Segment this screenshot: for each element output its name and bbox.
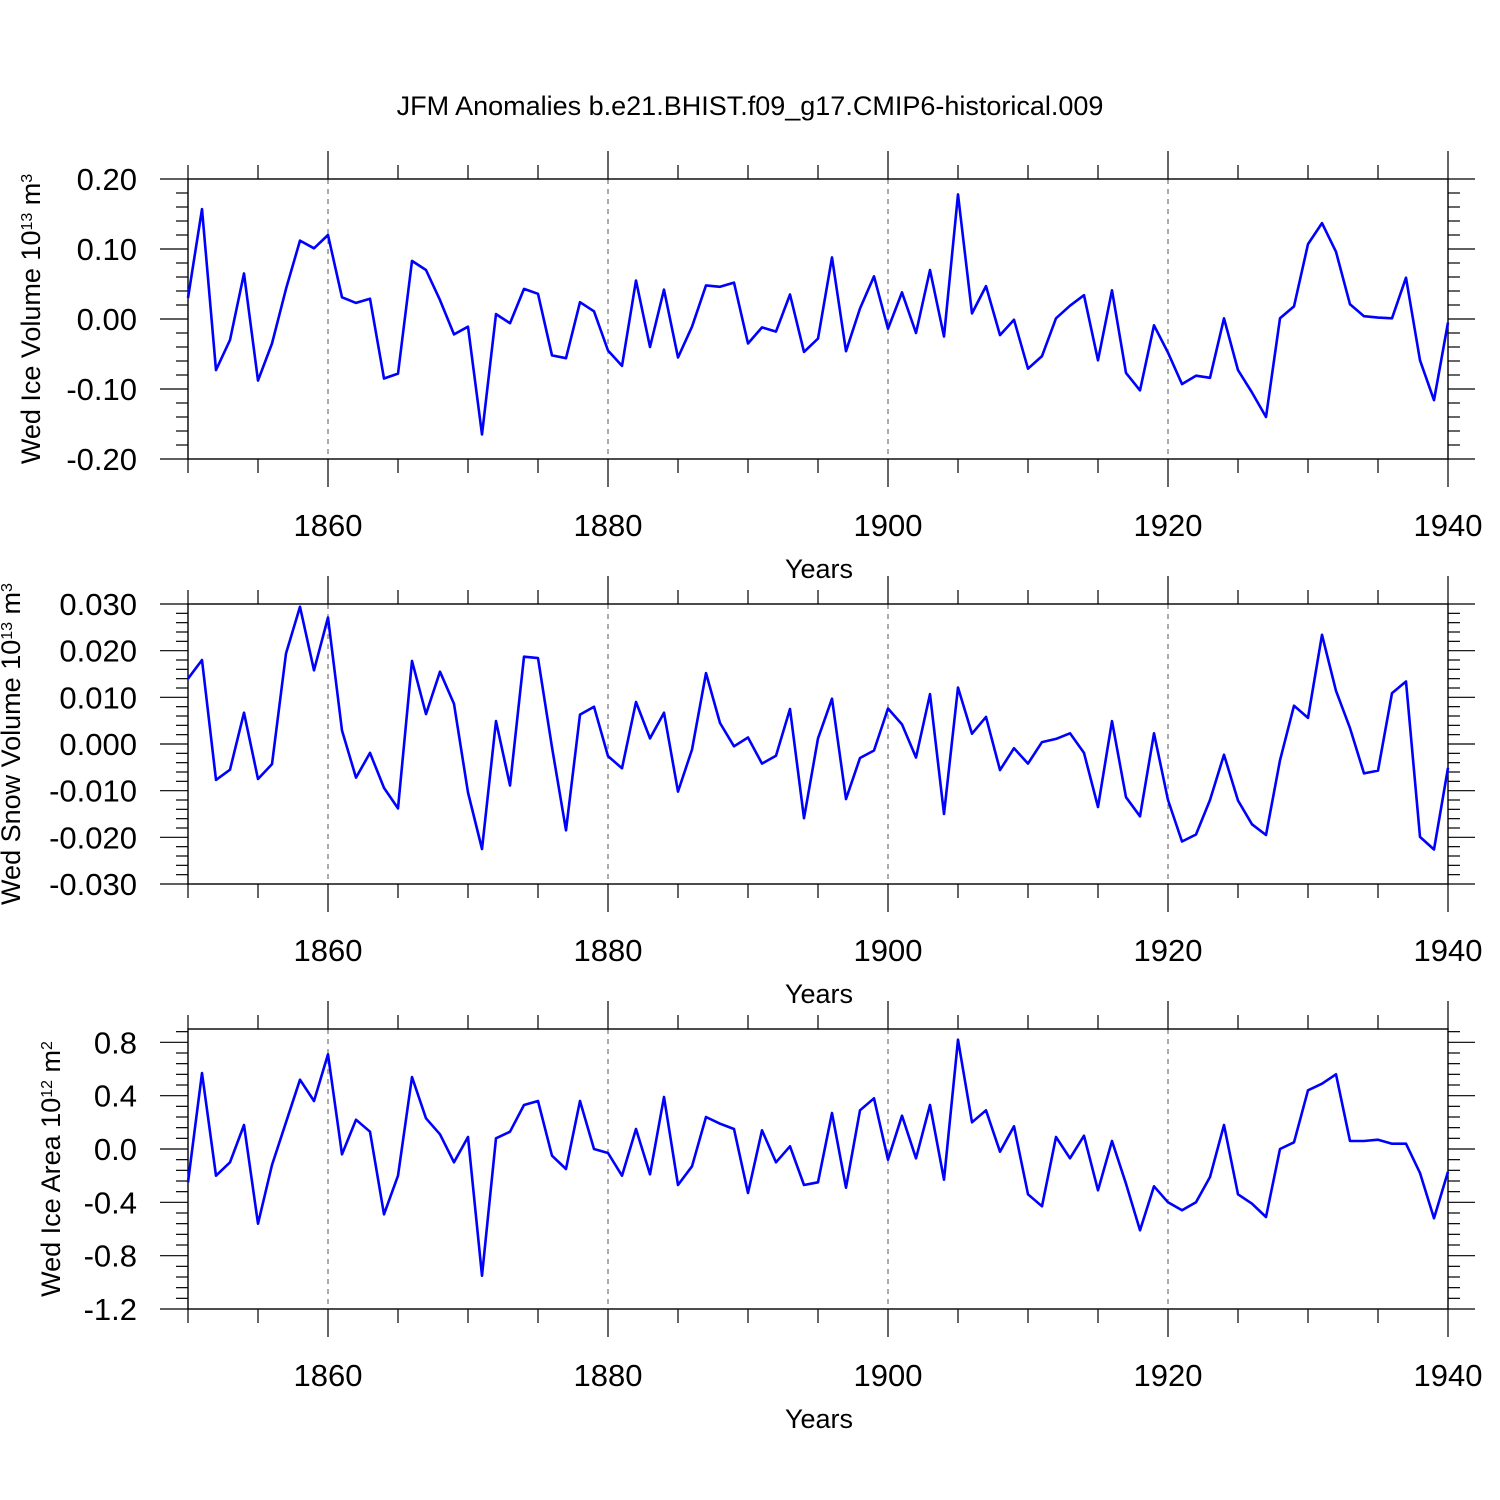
y-tick-label: -0.4 <box>84 1185 137 1220</box>
x-tick-label: 1940 <box>1414 508 1483 543</box>
y-tick-label: 0.00 <box>77 302 137 337</box>
y-tick-label: 0.4 <box>94 1079 137 1114</box>
y-axis-label-base: Wed Snow Volume 10 <box>0 640 26 905</box>
y-tick-label: -0.20 <box>66 442 137 477</box>
panel-snow-volume: -0.030 -0.020 -0.010 0.000 0.010 0.020 0.030 18… <box>0 576 1482 1009</box>
y-axis-label: Wed Ice Volume 1013 m3 <box>16 174 46 464</box>
x-tick-label: 1880 <box>574 1358 643 1393</box>
y-axis-label-base: Wed Ice Volume 10 <box>16 231 46 465</box>
y-axis-label-exp: 12 <box>39 1080 56 1098</box>
y-axis-label: Wed Snow Volume 1013 m3 <box>0 583 26 905</box>
panel-ice-volume: -0.20 -0.10 0.00 0.10 0.20 1860 1880 1900 1920 19… <box>16 151 1482 584</box>
y-tick-label: -0.10 <box>66 372 137 407</box>
x-tick-label: 1900 <box>854 1358 923 1393</box>
y-tick-label: -0.030 <box>49 867 137 902</box>
x-tick-label: 1920 <box>1134 1358 1203 1393</box>
y-tick-label: -1.2 <box>84 1292 137 1327</box>
x-tick-label: 1920 <box>1134 933 1203 968</box>
panel-ice-area: -1.2 -0.8 -0.4 0.0 0.4 0.8 1860 1880 1900 1920 194… <box>36 1001 1482 1434</box>
y-tick-label: 0.0 <box>94 1132 137 1167</box>
x-tick-label: 1920 <box>1134 508 1203 543</box>
y-axis-label-unit-exp: 3 <box>0 583 16 592</box>
figure-title: JFM Anomalies b.e21.BHIST.f09_g17.CMIP6-… <box>397 91 1104 121</box>
x-tick-label: 1860 <box>294 508 363 543</box>
y-axis-label-base: Wed Ice Area 10 <box>36 1098 66 1297</box>
y-axis-label-unit-exp: 3 <box>19 174 36 183</box>
x-tick-label: 1860 <box>294 1358 363 1393</box>
y-tick-label: 0.020 <box>59 634 137 669</box>
y-axis-label-unit: m <box>0 592 26 622</box>
y-axis-label-unit-exp: 2 <box>39 1041 56 1050</box>
x-tick-label: 1860 <box>294 933 363 968</box>
series-line <box>186 1038 1450 1277</box>
y-tick-label: -0.020 <box>49 820 137 855</box>
x-tick-label: 1880 <box>574 933 643 968</box>
x-tick-label: 1940 <box>1414 933 1483 968</box>
y-tick-label: 0.10 <box>77 232 137 267</box>
plot-frame <box>187 178 1449 460</box>
y-tick-label: 0.8 <box>94 1025 137 1060</box>
series-line <box>186 605 1450 851</box>
series-line <box>186 193 1450 436</box>
x-axis-label: Years <box>785 1404 853 1434</box>
y-axis-label: Wed Ice Area 1012 m2 <box>36 1041 66 1297</box>
y-axis-label-unit: m <box>16 183 46 213</box>
x-tick-label: 1900 <box>854 933 923 968</box>
y-axis-label-unit: m <box>36 1050 66 1080</box>
x-tick-label: 1880 <box>574 508 643 543</box>
x-axis-label: Years <box>785 979 853 1009</box>
y-axis-label-exp: 13 <box>0 622 16 640</box>
y-axis-label-exp: 13 <box>19 213 36 231</box>
x-tick-label: 1940 <box>1414 1358 1483 1393</box>
y-tick-label: 0.20 <box>77 162 137 197</box>
y-tick-label: 0.010 <box>59 680 137 715</box>
x-tick-label: 1900 <box>854 508 923 543</box>
x-axis-label: Years <box>785 554 853 584</box>
y-tick-label: 0.000 <box>59 727 137 762</box>
y-tick-label: -0.010 <box>49 774 137 809</box>
y-tick-label: -0.8 <box>84 1239 137 1274</box>
y-tick-label: 0.030 <box>59 587 137 622</box>
